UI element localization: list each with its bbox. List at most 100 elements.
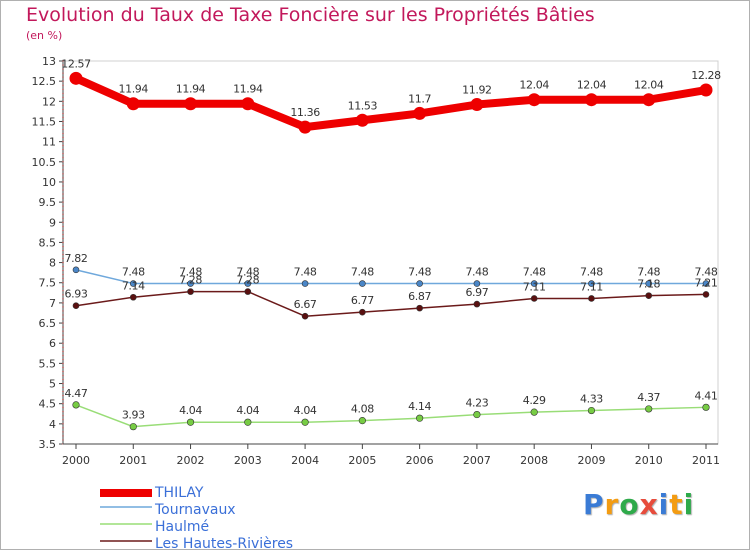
data-label-haulm: 4.04 [236, 404, 259, 417]
data-label-les-hautes-rivi-res: 7.11 [580, 280, 603, 293]
data-label-haulm: 4.08 [351, 403, 374, 416]
data-label-tournavaux: 7.48 [637, 266, 660, 279]
data-label-haulm: 3.93 [122, 409, 145, 422]
series-line-tournavaux [75, 269, 707, 285]
data-point-thilay [184, 97, 198, 111]
logo-letter: i [683, 488, 695, 521]
data-point-tournavaux [645, 280, 653, 287]
y-tick-label: 5 [49, 378, 56, 391]
data-label-thilay: 11.94 [176, 83, 206, 96]
legend-label-thilay: THILAY [155, 485, 204, 501]
y-tick-label: 11.5 [32, 115, 57, 128]
proxiti-logo: Proxiti [583, 488, 694, 521]
logo-letter: t [669, 488, 684, 521]
y-tick-label: 4.5 [39, 398, 57, 411]
series-line-les-hautes-rivi-res [75, 290, 707, 317]
data-label-les-hautes-rivi-res: 7.28 [236, 274, 259, 287]
x-tick-label: 2011 [692, 454, 720, 467]
y-tick-label: 7.5 [39, 277, 57, 290]
chart-title: Evolution du Taux de Taxe Foncière sur l… [26, 4, 595, 26]
data-label-tournavaux: 7.48 [695, 266, 718, 279]
series-tournavaux [72, 266, 710, 287]
y-tick-label: 13 [42, 55, 56, 68]
x-tick-label: 2009 [577, 454, 605, 467]
y-tick-label: 4 [49, 418, 56, 431]
series-line-haulm [75, 404, 707, 428]
data-point-haulm [301, 418, 309, 426]
data-point-les-hautes-rivi-res [301, 312, 309, 320]
data-label-tournavaux: 7.48 [294, 266, 317, 279]
data-label-haulm: 4.47 [65, 387, 88, 400]
data-point-les-hautes-rivi-res [473, 300, 481, 308]
logo-letter: x [639, 488, 659, 521]
logo-letter: o [619, 488, 640, 521]
legend-swatch-haulme [100, 523, 152, 525]
series-line-thilay [72, 74, 710, 132]
data-label-thilay: 12.04 [519, 79, 549, 92]
data-label-tournavaux: 7.48 [580, 266, 603, 279]
data-label-thilay: 11.94 [119, 83, 149, 96]
y-tick-label: 5.5 [39, 357, 57, 370]
data-label-thilay: 11.92 [462, 84, 492, 97]
data-point-thilay [69, 71, 83, 85]
y-tick-label: 12 [42, 95, 56, 108]
data-label-thilay: 11.36 [290, 106, 320, 119]
data-point-tournavaux [187, 280, 194, 287]
data-point-thilay [355, 113, 369, 127]
x-tick-label: 2008 [520, 454, 548, 467]
data-label-les-hautes-rivi-res: 7.14 [122, 279, 145, 292]
data-label-tournavaux: 7.48 [122, 266, 145, 279]
data-point-tournavaux [72, 266, 80, 274]
data-label-haulm: 4.29 [523, 394, 546, 407]
data-label-les-hautes-rivi-res: 7.21 [695, 276, 718, 289]
logo-letter: r [604, 488, 620, 521]
data-point-tournavaux [473, 280, 481, 287]
y-tick-label: 10 [42, 176, 56, 189]
y-tick-label: 11 [42, 136, 56, 149]
data-point-haulm [473, 410, 481, 419]
data-point-les-hautes-rivi-res [645, 292, 653, 299]
data-point-haulm [530, 408, 538, 416]
data-label-tournavaux: 7.48 [351, 266, 374, 279]
data-point-tournavaux [301, 280, 309, 287]
x-tick-label: 2010 [635, 454, 663, 467]
y-tick-label: 12.5 [32, 75, 57, 88]
y-tick-label: 8 [49, 257, 56, 270]
data-point-tournavaux [588, 280, 595, 287]
data-label-les-hautes-rivi-res: 7.11 [523, 280, 546, 293]
data-label-haulm: 4.33 [580, 393, 603, 406]
data-label-haulm: 4.14 [408, 400, 431, 413]
data-point-tournavaux [244, 280, 252, 287]
legend-swatch-hautes-rivieres [100, 540, 152, 542]
series-haulm [72, 401, 710, 431]
data-point-haulm [72, 401, 80, 409]
data-point-haulm [702, 403, 710, 411]
data-point-haulm [186, 418, 195, 426]
data-point-tournavaux [359, 280, 366, 287]
data-point-haulm [416, 414, 424, 422]
data-label-tournavaux: 7.48 [179, 266, 202, 279]
data-point-thilay [298, 120, 312, 134]
data-label-les-hautes-rivi-res: 7.18 [637, 278, 660, 291]
y-tick-label: 3.5 [39, 438, 57, 451]
data-point-les-hautes-rivi-res [359, 308, 366, 316]
logo-letter: i [658, 488, 670, 521]
legend-label-tournavaux: Tournavaux [155, 502, 236, 518]
data-label-tournavaux: 7.48 [523, 266, 546, 279]
logo-letter: P [583, 488, 605, 521]
data-point-les-hautes-rivi-res [588, 295, 595, 302]
x-tick-label: 2000 [62, 454, 90, 467]
data-point-les-hautes-rivi-res [530, 295, 538, 302]
data-point-thilay [584, 93, 598, 107]
y-tick-label: 8.5 [39, 236, 57, 249]
legend-swatch-tournavaux [100, 506, 152, 508]
data-point-haulm [645, 405, 653, 413]
data-label-thilay: 12.04 [634, 79, 664, 92]
data-point-thilay [470, 98, 484, 112]
data-point-thilay [642, 93, 656, 107]
data-label-tournavaux: 7.48 [408, 266, 431, 279]
data-point-les-hautes-rivi-res [187, 288, 194, 295]
data-point-haulm [244, 418, 252, 426]
